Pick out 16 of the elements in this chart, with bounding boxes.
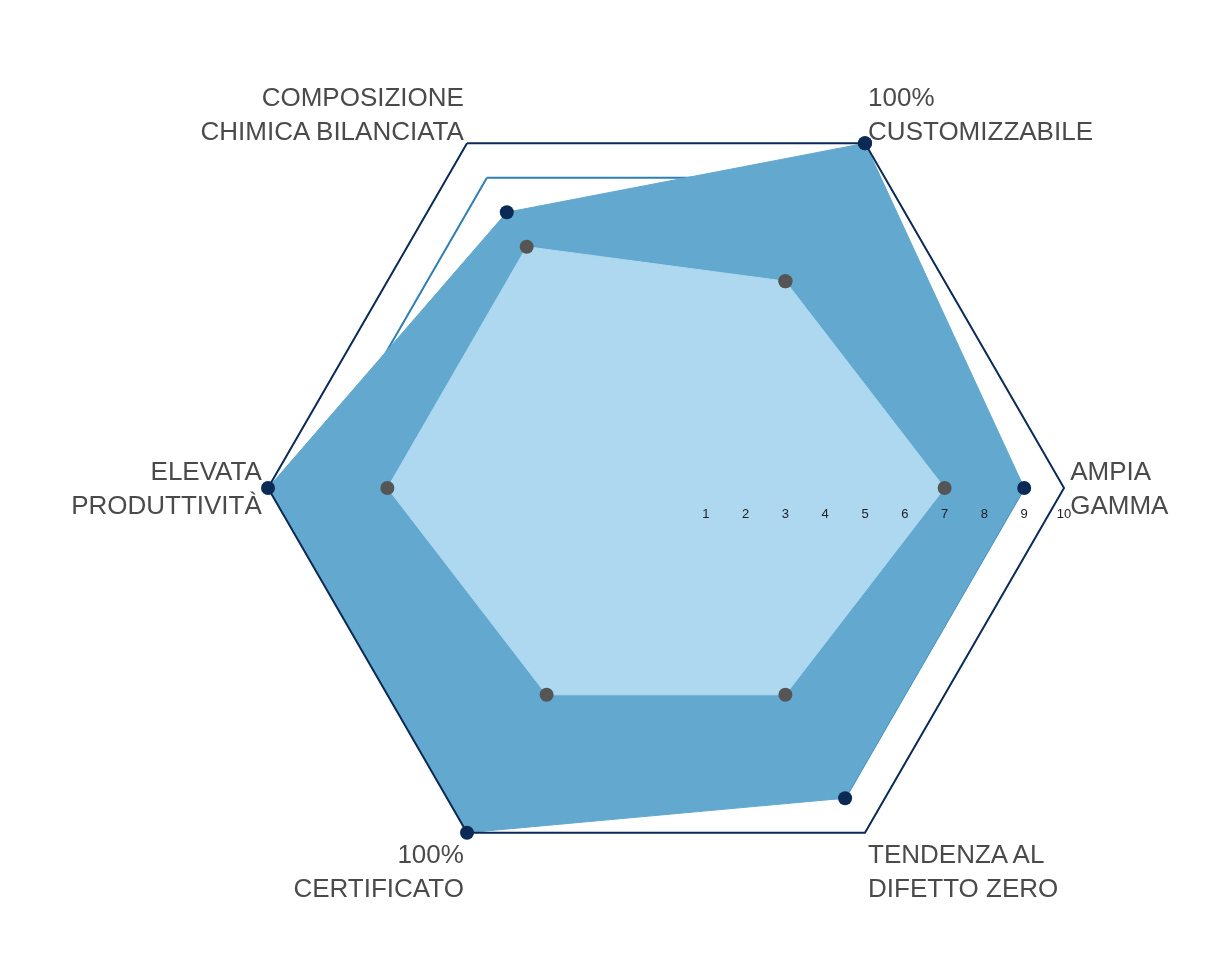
y-tick-label: 9 — [1020, 506, 1028, 522]
spoke-label: AMPIA GAMMA — [1070, 456, 1170, 520]
spoke-label: 100% CERTIFICATO — [293, 838, 464, 903]
spoke-label: 100% CUSTOMIZZABILE — [868, 82, 1093, 147]
y-tick-label: 10 — [1056, 506, 1072, 522]
y-tick-label: 5 — [861, 506, 869, 522]
spoke-label: ELEVATA PRODUTTIVITÀ — [71, 456, 263, 520]
y-tick-label: 3 — [781, 506, 790, 522]
y-tick-label: 8 — [980, 506, 989, 522]
y-tick-label: 1 — [702, 506, 710, 522]
y-tick-label: 2 — [741, 506, 750, 522]
y-tick-label: 7 — [940, 506, 949, 522]
y-tick-label: 4 — [821, 506, 829, 522]
spoke-label: COMPOSIZIONE CHIMICA BILANCIATA — [200, 82, 465, 147]
y-tick-label: 6 — [901, 506, 909, 522]
spoke-label: TENDENZA AL DIFETTO ZERO — [868, 838, 1059, 903]
